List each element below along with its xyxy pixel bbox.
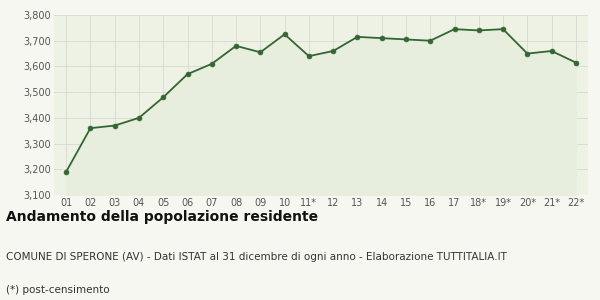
- Text: COMUNE DI SPERONE (AV) - Dati ISTAT al 31 dicembre di ogni anno - Elaborazione T: COMUNE DI SPERONE (AV) - Dati ISTAT al 3…: [6, 252, 507, 262]
- Text: Andamento della popolazione residente: Andamento della popolazione residente: [6, 210, 318, 224]
- Text: (*) post-censimento: (*) post-censimento: [6, 285, 110, 295]
